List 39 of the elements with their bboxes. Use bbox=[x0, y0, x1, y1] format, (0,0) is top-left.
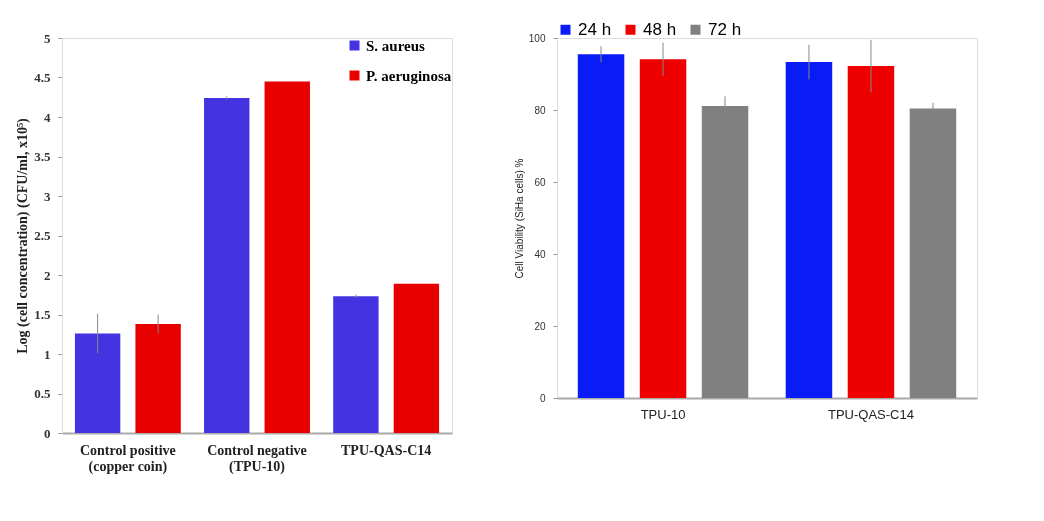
y-tick-label: 80 bbox=[534, 104, 546, 116]
bar bbox=[135, 323, 181, 433]
y-tick-label: 60 bbox=[534, 176, 546, 188]
y-tick-label: 0 bbox=[44, 425, 51, 441]
bar bbox=[393, 283, 440, 433]
x-tick-label: Control positive (copper coin) bbox=[79, 442, 176, 475]
legend-label: 48 h bbox=[643, 19, 677, 39]
legend-label: 72 h bbox=[708, 19, 742, 39]
x-tick-label: TPU-QAS-C14 bbox=[827, 406, 914, 422]
x-tick-label: TPU-10 bbox=[640, 406, 686, 422]
bar bbox=[264, 81, 310, 433]
legend-label: 24 h bbox=[578, 19, 612, 39]
bar bbox=[577, 54, 625, 398]
bar bbox=[74, 333, 121, 433]
y-tick-label: 1 bbox=[44, 346, 51, 362]
bar bbox=[204, 98, 250, 433]
bar bbox=[847, 66, 895, 398]
y-tick-label: 2.5 bbox=[34, 228, 51, 243]
y-tick-label: 5 bbox=[44, 30, 51, 46]
x-tick-label: TPU-QAS-C14 bbox=[341, 442, 432, 458]
y-tick-label: 4.5 bbox=[34, 70, 51, 85]
bar bbox=[785, 62, 833, 398]
y-tick-label: 20 bbox=[534, 320, 546, 332]
y-axis-title: Log (cell concentration) (CFU/ml, x10⁵) bbox=[15, 117, 32, 354]
bar bbox=[639, 59, 687, 398]
y-tick-label: 2 bbox=[44, 267, 51, 283]
y-tick-label: 1.5 bbox=[34, 307, 51, 322]
legend-label: P. aeruginosa bbox=[366, 67, 452, 84]
y-tick-label: 0 bbox=[539, 392, 546, 404]
y-tick-label: 40 bbox=[534, 248, 546, 260]
y-tick-label: 3.5 bbox=[34, 149, 51, 164]
bar bbox=[333, 296, 379, 433]
x-tick-label: Control negative (TPU-10) bbox=[207, 442, 307, 475]
y-axis-title: Cell Viability (SiHa cells) % bbox=[513, 158, 525, 279]
y-tick-label: 3 bbox=[44, 188, 51, 204]
y-tick-label: 4 bbox=[44, 109, 51, 125]
y-tick-label: 0.5 bbox=[34, 386, 51, 401]
y-tick-label: 100 bbox=[528, 32, 546, 44]
legend-label: S. aureus bbox=[366, 37, 426, 54]
